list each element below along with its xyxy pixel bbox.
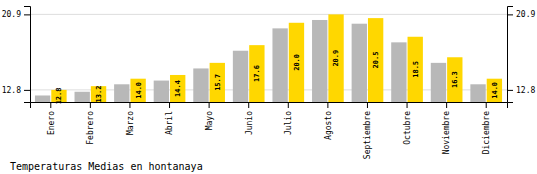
x-tick: Mayo — [205, 102, 214, 130]
plot: 12.8 20.9 12.8 20.9 Enero Febrero Marzo Abril Ma… — [2, 7, 536, 160]
y2-tick-mark — [507, 14, 513, 15]
x-tick-label: Julio — [284, 111, 293, 135]
x-tick-mark — [50, 102, 51, 108]
data-label: 14.0 — [135, 82, 143, 99]
bar — [170, 75, 185, 102]
x-tick-mark — [90, 102, 91, 108]
bar — [312, 20, 327, 102]
data-label: 15.7 — [214, 74, 222, 91]
data-label-series: 12.8 13.2 14.0 14.4 15.7 17.6 20.0 20.9 20.5 18.5… — [55, 50, 498, 105]
chart: 12.8 20.9 12.8 20.9 Enero Febrero Marzo Abril Ma… — [0, 0, 537, 174]
x-tick-label: Septiembre — [363, 111, 372, 159]
x-tick-mark — [486, 102, 487, 108]
x-tick-label: Diciembre — [482, 111, 491, 155]
y-tick-label: 12.8 — [2, 86, 21, 95]
x-tick-mark — [129, 102, 130, 108]
bar — [352, 24, 367, 102]
x-tick: Febrero — [86, 102, 95, 145]
bar — [35, 95, 50, 102]
bar — [408, 37, 423, 102]
bar — [75, 92, 90, 102]
bar — [114, 84, 129, 102]
x-tick: Septiembre — [363, 102, 372, 159]
x-tick-label: Agosto — [324, 111, 333, 140]
x-tick: Junio — [245, 102, 254, 135]
bar — [368, 18, 383, 102]
x-tick-label: Enero — [47, 111, 56, 135]
x-tick-label: Octubre — [403, 111, 412, 145]
bar — [289, 23, 304, 102]
y-tick-mark — [24, 90, 30, 91]
x-tick: Enero — [47, 102, 56, 135]
data-label: 14.0 — [491, 82, 499, 99]
bar — [210, 63, 225, 102]
y2-axis-line — [508, 7, 514, 103]
x-tick: Octubre — [403, 102, 412, 145]
bar — [249, 45, 264, 102]
bar — [91, 86, 106, 102]
x-tick-mark — [327, 102, 328, 108]
bar — [487, 79, 502, 102]
x-tick-mark — [169, 102, 170, 108]
y2-axis: 12.8 20.9 — [507, 7, 535, 103]
data-labels: 12.8 13.2 14.0 14.4 15.7 17.6 20.0 20.9 20.5 18.5… — [55, 50, 498, 105]
grid-line — [30, 14, 507, 15]
x-tick-label: Marzo — [126, 111, 135, 135]
bar-series — [51, 14, 502, 102]
title: Temperaturas Medias en hontanaya — [10, 161, 203, 172]
bar — [154, 81, 169, 102]
y-axis: 12.8 20.9 — [2, 7, 31, 103]
y-tick: 12.8 — [2, 86, 30, 95]
bar-series — [35, 20, 486, 102]
x-tick: Abril — [165, 102, 174, 135]
y-tick-label: 20.9 — [2, 10, 21, 19]
data-label: 12.8 — [55, 88, 63, 105]
y2-tick-mark — [507, 90, 513, 91]
x-tick-mark — [209, 102, 210, 108]
data-label: 18.5 — [412, 61, 420, 78]
y-tick: 20.9 — [2, 10, 30, 19]
x-tick-mark — [288, 102, 289, 108]
data-label: 14.4 — [174, 80, 182, 97]
data-label: 16.3 — [451, 71, 459, 88]
data-label: 13.2 — [95, 86, 103, 103]
y-axis-line — [24, 7, 31, 103]
data-label: 20.0 — [293, 54, 301, 71]
x-tick-mark — [367, 102, 368, 108]
y2-tick-label: 20.9 — [516, 10, 535, 19]
x-tick-label: Mayo — [205, 111, 214, 130]
y-tick-mark — [24, 14, 30, 15]
x-tick-mark — [407, 102, 408, 108]
data-label: 20.9 — [332, 50, 340, 67]
x-tick: Noviembre — [442, 102, 451, 154]
y2-tick-label: 12.8 — [516, 86, 535, 95]
x-tick: Marzo — [126, 102, 135, 135]
bar — [130, 79, 145, 102]
x-tick-mark — [248, 102, 249, 108]
x-tick: Julio — [284, 102, 293, 135]
bar — [233, 51, 248, 102]
y2-tick: 12.8 — [507, 86, 535, 95]
bar — [470, 84, 485, 102]
y2-tick: 20.9 — [507, 10, 535, 19]
bar — [391, 42, 406, 102]
bar — [431, 63, 446, 102]
x-axis: Enero Febrero Marzo Abril Mayo Junio Julio Agos… — [31, 102, 508, 159]
data-label: 17.6 — [253, 65, 261, 82]
x-tick-label: Junio — [245, 111, 254, 135]
bar — [272, 28, 287, 102]
x-tick-label: Noviembre — [442, 111, 451, 155]
x-tick-label: Abril — [165, 111, 174, 135]
x-tick: Agosto — [324, 102, 333, 140]
bar — [328, 14, 343, 102]
x-tick: Diciembre — [482, 102, 491, 154]
data-label: 20.5 — [372, 52, 380, 69]
bars — [35, 14, 502, 102]
x-tick-label: Febrero — [86, 111, 95, 145]
bar — [193, 68, 208, 102]
bar — [447, 57, 462, 102]
x-tick-mark — [446, 102, 447, 108]
